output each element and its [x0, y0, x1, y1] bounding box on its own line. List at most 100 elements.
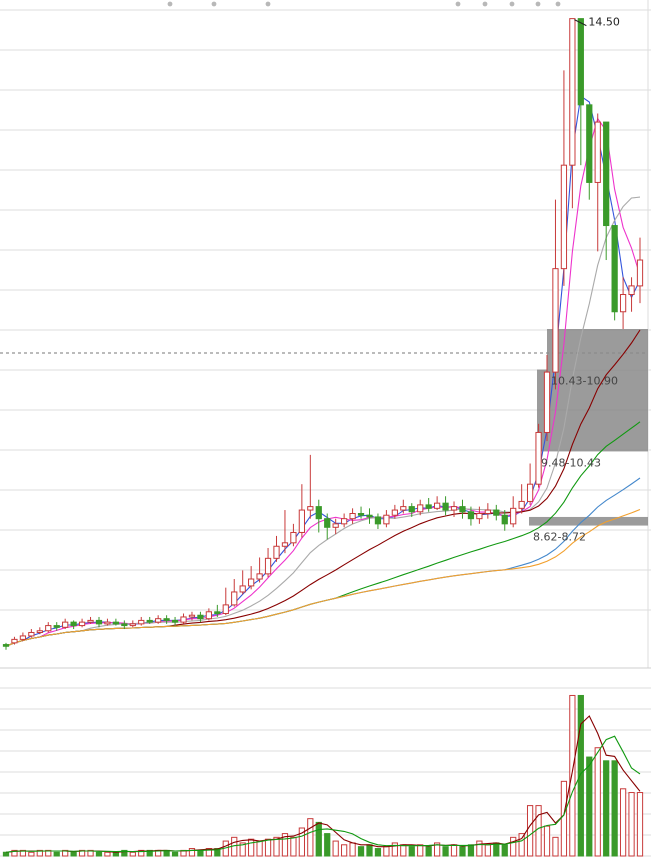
volume-bar — [36, 849, 43, 857]
moving-average-line — [5, 508, 641, 647]
candlestick — [374, 513, 382, 530]
candlestick — [53, 622, 60, 631]
candlestick — [222, 587, 229, 616]
volume-bar — [315, 821, 322, 857]
volume-bar — [442, 846, 449, 857]
volume-bar — [535, 805, 542, 857]
volume-bar — [510, 836, 517, 857]
candle-body — [214, 611, 221, 615]
zone-labels: 10.43-10.90 9.48-10.43 8.62-8.72 — [533, 375, 618, 544]
candle-body — [78, 621, 86, 627]
candlestick — [425, 497, 432, 512]
volume-bar — [256, 840, 263, 857]
candlestick — [70, 620, 77, 630]
volume-bar — [53, 851, 60, 857]
volume-bar — [619, 788, 627, 857]
candlestick — [2, 642, 10, 650]
candle-body — [357, 513, 365, 516]
candle-body — [315, 506, 322, 520]
candle-body — [163, 618, 170, 621]
candlestick — [510, 496, 517, 528]
volume-bar — [400, 844, 407, 857]
candle-body — [586, 104, 593, 183]
volume-bar — [62, 849, 69, 857]
candlestick — [45, 622, 52, 633]
volume-bar — [273, 836, 280, 857]
candle-body — [569, 18, 576, 166]
candlestick — [383, 510, 390, 528]
volume-bar — [129, 851, 136, 857]
volume-bar — [493, 842, 500, 857]
candlestick — [391, 504, 398, 519]
candle-body — [383, 514, 390, 525]
price-zone-label: 9.48-10.43 — [541, 456, 601, 469]
volume-bar — [95, 851, 103, 857]
volume-bar — [501, 844, 508, 857]
candlestick — [11, 636, 18, 645]
candle-body — [281, 542, 289, 547]
scroll-marker-dot — [265, 1, 271, 7]
candle-body — [2, 644, 10, 647]
candle-body — [603, 121, 610, 227]
candlestick — [569, 18, 576, 209]
candlestick — [146, 616, 153, 624]
candlestick — [611, 225, 618, 321]
volume-bar — [239, 842, 246, 857]
candle-body — [552, 268, 559, 373]
candle-body — [433, 502, 441, 509]
candlestick — [281, 510, 289, 554]
candlestick — [87, 616, 94, 624]
candle-body — [467, 511, 475, 520]
volume-bar — [374, 848, 382, 857]
candlestick — [315, 499, 322, 533]
candle-body — [510, 507, 517, 525]
scroll-marker-dot — [455, 1, 461, 7]
candlestick — [163, 615, 170, 624]
candle-body — [28, 631, 35, 637]
candle-body — [70, 621, 77, 627]
volume-bar — [425, 846, 432, 857]
volume-bar — [70, 851, 77, 857]
candlestick — [273, 535, 280, 562]
candlestick — [332, 518, 339, 535]
candlestick — [248, 566, 255, 590]
volume-bar — [577, 694, 584, 857]
candle-body — [239, 585, 246, 593]
candlestick — [155, 615, 162, 624]
candlestick — [214, 604, 221, 617]
candle-body — [19, 635, 27, 640]
peak-price-label: 14.50 — [588, 16, 620, 29]
volume-bar — [248, 838, 255, 857]
scroll-marker-dot — [167, 1, 173, 7]
volume-bar — [28, 851, 35, 857]
volume-bar — [146, 849, 153, 857]
candle-body — [307, 506, 314, 511]
candle-body — [87, 619, 94, 623]
candlestick — [36, 627, 43, 635]
candle-body — [560, 164, 568, 270]
candle-body — [408, 506, 415, 513]
candlestick — [552, 199, 559, 390]
volume-bar — [603, 760, 610, 857]
scroll-marker-dot — [509, 1, 515, 7]
volume-bar — [188, 848, 196, 857]
volume-bar — [45, 849, 52, 857]
candle-body — [400, 506, 407, 511]
volume-bar — [19, 849, 27, 857]
candle-body — [636, 259, 644, 287]
volume-bar — [357, 846, 365, 857]
candlestick — [467, 506, 475, 526]
candle-body — [188, 614, 196, 618]
volume-bar — [264, 838, 272, 857]
candle-body — [391, 509, 398, 516]
candlestick — [484, 503, 491, 519]
candle-body — [273, 545, 280, 559]
candlestick — [433, 496, 441, 511]
candle-body — [324, 518, 331, 528]
volume-bar — [628, 792, 635, 857]
candlestick — [256, 557, 263, 583]
candlestick — [577, 18, 584, 166]
volume-bar — [543, 825, 551, 857]
candlestick — [104, 618, 111, 626]
candle-body — [526, 483, 534, 502]
